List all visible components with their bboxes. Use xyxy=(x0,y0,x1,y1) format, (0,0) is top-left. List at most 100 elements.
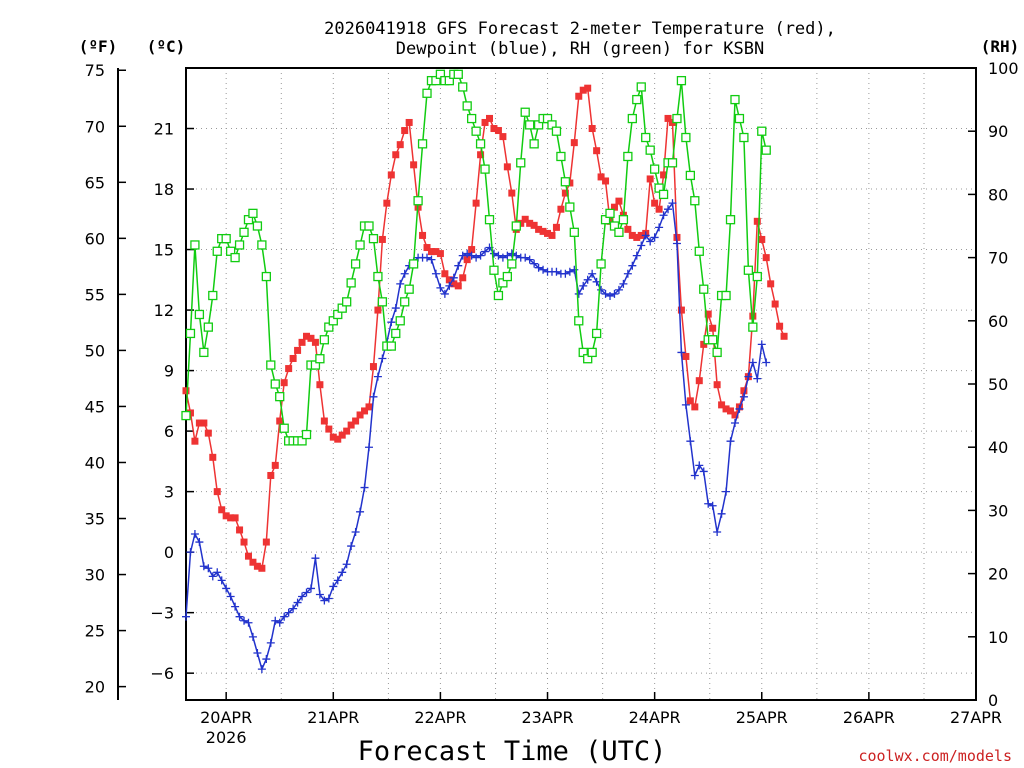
dewpoint-point xyxy=(655,223,664,232)
temperature-point xyxy=(356,411,364,419)
dewpoint-point xyxy=(369,392,378,401)
temperature-point xyxy=(548,231,556,239)
dewpoint-point xyxy=(574,289,583,298)
rh-point xyxy=(507,259,517,269)
temperature-point xyxy=(494,127,502,135)
rh-point xyxy=(453,69,463,79)
rh-point xyxy=(404,284,414,294)
dewpoint-point xyxy=(387,318,396,327)
temperature-point xyxy=(195,419,203,427)
rh-point xyxy=(511,221,521,231)
temperature-point xyxy=(704,310,712,318)
chart-title-line2: Dewpoint (blue), RH (green) for KSBN xyxy=(396,39,764,59)
temperature-point xyxy=(450,280,458,288)
temperature-point xyxy=(490,125,498,133)
temperature-point xyxy=(740,387,748,395)
dewpoint-point xyxy=(204,564,213,573)
temperature-point xyxy=(610,203,618,211)
temperature-point xyxy=(695,377,703,385)
temperature-point xyxy=(655,205,663,213)
temperature-point xyxy=(316,381,324,389)
dewpoint-point xyxy=(378,354,387,363)
dewpoint-point xyxy=(231,602,240,611)
temperature-point xyxy=(727,407,735,415)
dewpoint-point xyxy=(534,263,543,272)
temperature-point xyxy=(454,282,462,290)
temperature-point xyxy=(615,197,623,205)
celsius-tick-label: 21 xyxy=(154,120,174,139)
dewpoint-point xyxy=(302,588,311,597)
grid-lines xyxy=(186,68,977,700)
rh-point xyxy=(279,423,289,433)
dewpoint-point xyxy=(463,249,472,258)
temperature-point xyxy=(570,139,578,147)
rh-point xyxy=(734,113,745,124)
dewpoint-point xyxy=(431,269,440,278)
temperature-point xyxy=(343,427,351,435)
celsius-tick-label: 18 xyxy=(154,180,174,199)
rh-point xyxy=(194,309,205,320)
rh-tick-label: 60 xyxy=(988,312,1008,331)
temperature-point xyxy=(200,419,208,427)
dewpoint-point xyxy=(391,304,400,313)
dewpoint-point xyxy=(195,538,204,547)
rh-point xyxy=(591,328,602,339)
rh-tick-label: 10 xyxy=(988,628,1008,647)
rh-point xyxy=(471,126,481,136)
dewpoint-point xyxy=(503,251,512,260)
dewpoint-point xyxy=(320,596,329,605)
dewpoint-point xyxy=(530,259,539,268)
rh-point xyxy=(234,240,245,250)
dewpoint-point xyxy=(440,289,449,298)
dewpoint-point xyxy=(628,261,637,270)
celsius-tick-label: 6 xyxy=(164,422,174,441)
rh-point xyxy=(743,265,754,275)
rh-point xyxy=(257,240,267,250)
rh-unit-label: (RH) xyxy=(981,37,1020,56)
rh-point xyxy=(373,271,383,282)
dewpoint-point xyxy=(525,255,534,264)
dewpoint-point xyxy=(213,568,222,577)
dewpoint-point xyxy=(614,285,623,294)
rh-point xyxy=(516,158,526,168)
rh-point xyxy=(645,145,655,155)
temperature-point xyxy=(521,215,529,223)
temperature-point xyxy=(289,354,297,362)
temperature-point xyxy=(387,171,395,179)
temperature-point xyxy=(280,379,288,387)
rh-point xyxy=(230,252,240,263)
rh-tick-label: 0 xyxy=(988,691,998,710)
temperature-point xyxy=(579,86,587,94)
dewpoint-point xyxy=(583,275,592,284)
rh-point xyxy=(417,139,428,149)
temperature-point xyxy=(222,512,230,520)
rh-point xyxy=(658,189,669,200)
temperature-point xyxy=(575,92,583,100)
day-tick-label: 25APR xyxy=(736,708,788,727)
dewpoint-point xyxy=(489,249,498,258)
temperature-point xyxy=(691,403,699,411)
temperature-point xyxy=(588,125,596,133)
rh-point xyxy=(466,113,477,124)
temperature-point xyxy=(427,248,435,256)
dewpoint-point xyxy=(199,562,208,571)
rh-point xyxy=(672,113,682,124)
dewpoint-point xyxy=(641,231,650,240)
rh-point xyxy=(627,113,637,124)
rh-point xyxy=(248,208,258,219)
credit-link[interactable]: coolwx.com/models xyxy=(858,747,1012,765)
rh-point xyxy=(529,139,539,149)
rh-point xyxy=(190,240,200,250)
fahrenheit-tick-label: 55 xyxy=(85,285,105,304)
dewpoint-point xyxy=(472,253,481,262)
temperature-point xyxy=(347,421,355,429)
rh-series xyxy=(181,69,771,446)
dewpoint-point xyxy=(280,612,289,621)
dewpoint-point xyxy=(271,616,280,625)
rh-point xyxy=(185,328,196,339)
dewpoint-point xyxy=(699,467,708,476)
fahrenheit-tick-label: 20 xyxy=(85,678,105,697)
temperature-point xyxy=(749,312,757,320)
dewpoint-point xyxy=(619,279,628,288)
dewpoint-point xyxy=(266,638,275,647)
